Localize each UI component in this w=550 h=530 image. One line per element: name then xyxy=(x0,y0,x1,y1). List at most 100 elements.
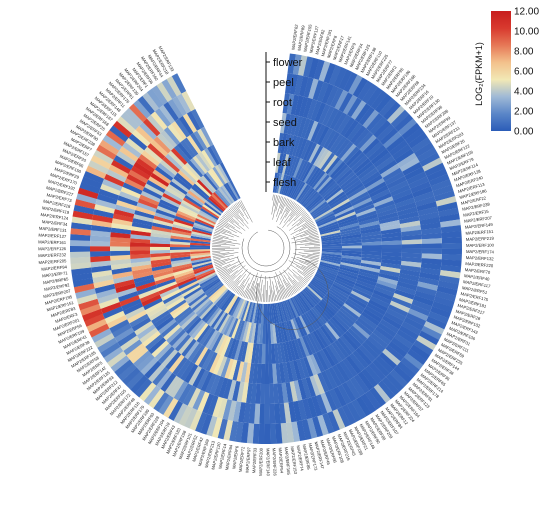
heatmap-cell xyxy=(237,341,246,362)
heatmap-cell xyxy=(279,174,287,195)
heatmap-cell xyxy=(162,192,182,206)
heatmap-cell xyxy=(171,121,187,140)
heatmap-cell xyxy=(99,297,120,309)
heatmap-cell xyxy=(180,313,198,330)
heatmap-cell xyxy=(190,157,206,176)
heatmap-cell xyxy=(381,248,402,253)
tree-branch xyxy=(226,269,243,286)
heatmap-cell xyxy=(126,371,145,390)
heatmap-cell xyxy=(345,355,362,375)
heatmap-cell xyxy=(76,293,98,305)
heatmap-cell xyxy=(399,157,420,172)
heatmap-cell xyxy=(255,383,261,404)
heatmap-cell xyxy=(173,380,189,401)
tissue-label-peel: peel xyxy=(273,77,294,89)
heatmap-cell xyxy=(349,352,366,372)
gene-label: MAP2/ERF51 xyxy=(462,285,489,295)
heatmap-cell xyxy=(354,320,373,336)
heatmap-cell xyxy=(131,267,153,276)
heatmap-cell xyxy=(146,303,167,318)
heatmap-cell xyxy=(275,302,282,323)
heatmap-cell xyxy=(184,162,202,180)
heatmap-cell xyxy=(401,248,422,254)
heatmap-cell xyxy=(187,190,206,205)
heatmap-cell xyxy=(130,165,151,180)
heatmap-cell xyxy=(205,282,223,297)
heatmap-cell xyxy=(360,227,381,234)
gene-label: MAP2/ERF151 xyxy=(465,229,494,236)
tree-branch xyxy=(220,269,233,278)
tree-branch xyxy=(295,234,319,241)
heatmap-cell xyxy=(356,396,372,417)
heatmap-cell xyxy=(247,342,254,364)
heatmap-cell xyxy=(345,182,364,197)
heatmap-cell xyxy=(324,322,340,340)
heatmap-cell xyxy=(386,135,405,153)
heatmap-cell xyxy=(381,232,402,239)
heatmap-cell xyxy=(214,333,226,354)
heatmap-cell xyxy=(108,164,129,179)
heatmap-cell xyxy=(111,159,132,174)
tree-branch xyxy=(261,293,263,302)
tree-branch xyxy=(275,272,286,299)
heatmap-cell xyxy=(188,319,204,337)
heatmap-cell xyxy=(329,196,349,209)
heatmap-cell xyxy=(332,136,347,155)
heatmap-cell xyxy=(204,147,218,167)
heatmap-cell xyxy=(361,311,380,326)
heatmap-cell xyxy=(328,343,343,363)
heatmap-cell xyxy=(324,186,342,202)
heatmap-cell xyxy=(439,269,461,279)
heatmap-cell xyxy=(338,69,353,90)
heatmap-cell xyxy=(105,129,126,147)
heatmap-cell xyxy=(440,219,461,228)
heatmap-cell xyxy=(285,73,293,94)
heatmap-cell xyxy=(307,120,319,141)
heatmap-cell xyxy=(133,99,151,119)
heatmap-cell xyxy=(337,384,352,405)
heatmap-cell xyxy=(252,423,260,444)
gene-label: MAP2/ERF6 xyxy=(231,445,239,469)
tree-branch xyxy=(241,290,245,297)
heatmap-cell xyxy=(264,363,270,384)
heatmap-cell xyxy=(297,185,312,204)
tree-branch xyxy=(215,227,240,238)
heatmap-cell xyxy=(326,320,343,338)
heatmap-cell xyxy=(91,265,112,273)
heatmap-cell xyxy=(325,156,341,175)
heatmap-cell xyxy=(325,293,344,308)
heatmap-cell xyxy=(293,296,305,315)
heatmap-cell xyxy=(212,396,223,418)
heatmap-cell xyxy=(169,378,185,398)
heatmap-cell xyxy=(379,219,400,228)
heatmap-cell xyxy=(428,173,450,187)
heatmap-cell xyxy=(327,411,340,432)
gene-label: MAP2/ERF124 xyxy=(40,212,69,221)
heatmap-cell xyxy=(289,360,298,382)
heatmap-cell xyxy=(317,219,338,229)
gene-label: MAP2/ERF92 xyxy=(44,282,71,292)
heatmap-cell xyxy=(294,95,304,117)
tree-branch xyxy=(292,285,298,293)
tree-branch xyxy=(280,199,291,220)
heatmap-cell xyxy=(318,266,338,276)
tree-branch xyxy=(301,256,319,261)
heatmap-cell xyxy=(290,297,301,317)
heatmap-cell xyxy=(153,312,172,328)
heatmap-cell xyxy=(313,124,326,144)
heatmap-cell xyxy=(194,181,212,197)
heatmap-cell xyxy=(418,330,440,346)
heatmap-cell xyxy=(175,274,196,284)
heatmap-cell xyxy=(171,229,192,236)
heatmap-cell xyxy=(357,213,378,223)
heatmap-cell xyxy=(233,319,243,340)
heatmap-cell xyxy=(70,245,91,252)
heatmap-cell xyxy=(129,103,147,123)
tree-branch xyxy=(229,207,249,229)
heatmap-cell xyxy=(175,212,196,223)
tree-branch xyxy=(276,196,284,217)
heatmap-cell xyxy=(190,250,211,255)
heatmap-cell xyxy=(224,294,237,313)
heatmap-cell xyxy=(90,154,112,170)
heatmap-cell xyxy=(182,197,202,210)
